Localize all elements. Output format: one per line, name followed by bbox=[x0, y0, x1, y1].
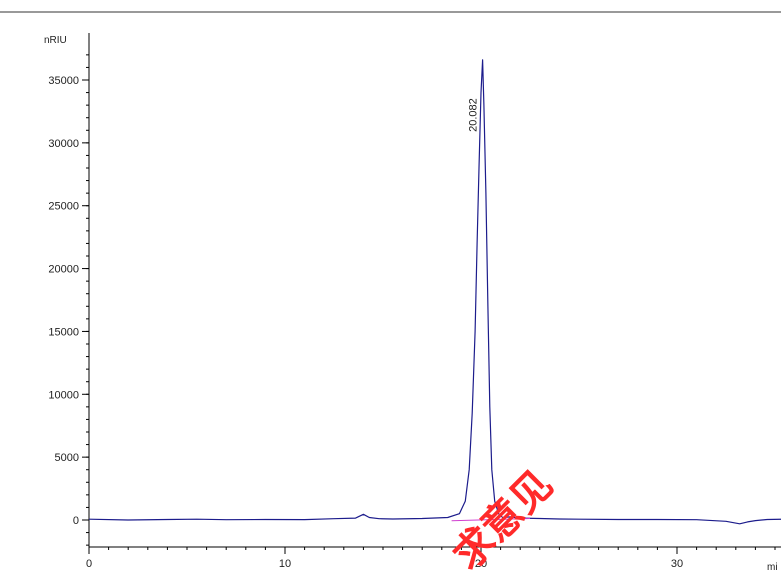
y-tick-label: 10000 bbox=[48, 389, 79, 401]
y-tick-label: 0 bbox=[73, 515, 79, 527]
x-tick-label: 20 bbox=[475, 558, 487, 570]
y-unit-label: nRIU bbox=[44, 35, 67, 46]
y-tick-label: 15000 bbox=[48, 326, 79, 338]
x-tick-label: 10 bbox=[279, 558, 291, 570]
x-tick-label: 0 bbox=[86, 558, 92, 570]
integration-baseline bbox=[451, 517, 531, 522]
axes bbox=[88, 33, 781, 548]
y-tick-label: 35000 bbox=[48, 75, 79, 87]
watermark-text: 求意见 bbox=[445, 462, 562, 571]
peak-annotation-label: 20.082 bbox=[468, 98, 480, 132]
signal-trace bbox=[88, 59, 781, 525]
series-layer bbox=[88, 59, 781, 525]
x-tick-label: 30 bbox=[671, 558, 683, 570]
y-tick-label: 5000 bbox=[55, 452, 79, 464]
y-tick-label: 30000 bbox=[48, 138, 79, 150]
ticks: 0 5000 10000 15000 20000 25000 30000 35000 0 10 20… bbox=[48, 54, 776, 570]
x-unit-label: mi bbox=[767, 562, 778, 571]
y-tick-label: 25000 bbox=[48, 201, 79, 213]
y-tick-label: 20000 bbox=[48, 264, 79, 276]
